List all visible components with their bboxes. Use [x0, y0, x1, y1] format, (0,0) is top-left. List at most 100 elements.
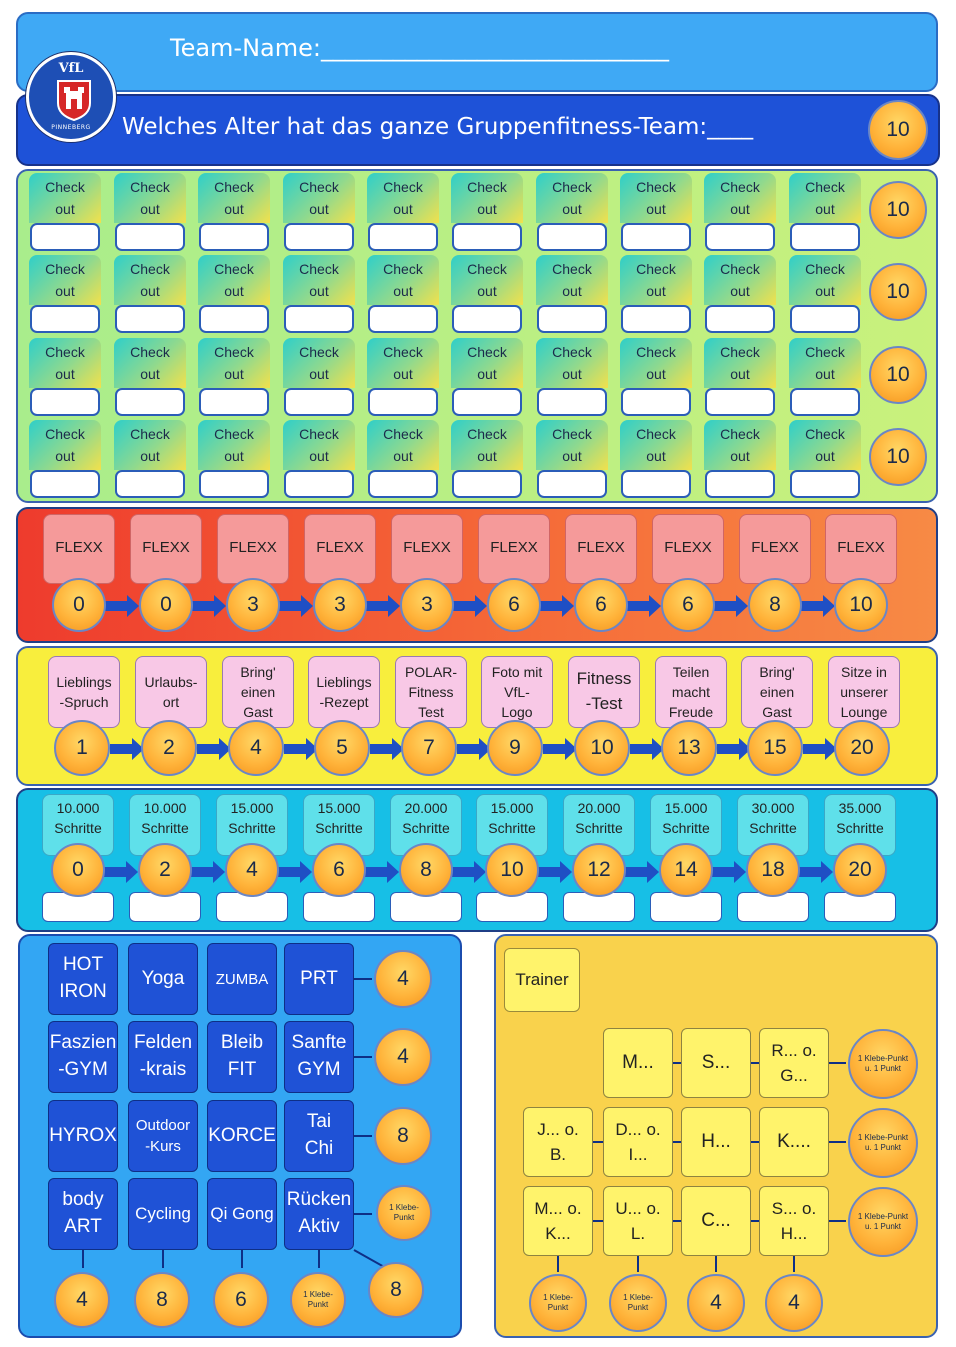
checkout-cell[interactable]: Check out: [704, 255, 776, 333]
checkout-input-box[interactable]: [284, 305, 354, 333]
checkout-input-box[interactable]: [705, 470, 775, 498]
checkout-input-box[interactable]: [199, 223, 269, 251]
checkout-input-box[interactable]: [30, 470, 100, 498]
course-box[interactable]: ZUMBA: [207, 943, 277, 1015]
checkout-input-box[interactable]: [115, 388, 185, 416]
checkout-input-box[interactable]: [284, 223, 354, 251]
checkout-input-box[interactable]: [284, 470, 354, 498]
checkout-cell[interactable]: Check out: [704, 338, 776, 416]
course-box[interactable]: KORCE: [207, 1100, 277, 1172]
trainer-box[interactable]: D... o. I...: [603, 1107, 673, 1177]
checkout-cell[interactable]: Check out: [29, 338, 101, 416]
checkout-cell[interactable]: Check out: [536, 420, 608, 498]
checkout-input-box[interactable]: [115, 470, 185, 498]
course-box[interactable]: Yoga: [128, 943, 198, 1015]
checkout-cell[interactable]: Check out: [789, 173, 861, 251]
checkout-cell[interactable]: Check out: [789, 255, 861, 333]
trainer-box[interactable]: M... o. K...: [523, 1186, 593, 1256]
checkout-cell[interactable]: Check out: [283, 420, 355, 498]
checkout-input-box[interactable]: [537, 388, 607, 416]
checkout-input-box[interactable]: [30, 223, 100, 251]
course-box[interactable]: body ART: [48, 1178, 118, 1250]
checkout-cell[interactable]: Check out: [620, 255, 692, 333]
checkout-cell[interactable]: Check out: [789, 338, 861, 416]
course-box[interactable]: Faszien -GYM: [48, 1021, 118, 1093]
checkout-cell[interactable]: Check out: [198, 173, 270, 251]
checkout-cell[interactable]: Check out: [536, 255, 608, 333]
checkout-cell[interactable]: Check out: [451, 255, 523, 333]
checkout-input-box[interactable]: [199, 470, 269, 498]
trainer-box[interactable]: S...: [681, 1028, 751, 1098]
checkout-cell[interactable]: Check out: [367, 338, 439, 416]
checkout-input-box[interactable]: [452, 388, 522, 416]
course-box[interactable]: PRT: [284, 943, 354, 1015]
checkout-input-box[interactable]: [30, 388, 100, 416]
checkout-cell[interactable]: Check out: [620, 173, 692, 251]
course-box[interactable]: Tai Chi: [284, 1100, 354, 1172]
checkout-cell[interactable]: Check out: [789, 420, 861, 498]
trainer-box[interactable]: R... o. G...: [759, 1028, 829, 1098]
checkout-input-box[interactable]: [790, 388, 860, 416]
checkout-input-box[interactable]: [705, 223, 775, 251]
course-box[interactable]: Qi Gong: [207, 1178, 277, 1250]
course-box[interactable]: HOT IRON: [48, 943, 118, 1015]
checkout-input-box[interactable]: [368, 388, 438, 416]
trainer-box[interactable]: S... o. H...: [759, 1186, 829, 1256]
trainer-box[interactable]: M...: [603, 1028, 673, 1098]
checkout-input-box[interactable]: [790, 223, 860, 251]
course-box[interactable]: Cycling: [128, 1178, 198, 1250]
checkout-input-box[interactable]: [621, 470, 691, 498]
steps-input-box[interactable]: [650, 892, 722, 922]
checkout-cell[interactable]: Check out: [367, 255, 439, 333]
checkout-cell[interactable]: Check out: [367, 173, 439, 251]
checkout-input-box[interactable]: [199, 305, 269, 333]
checkout-input-box[interactable]: [452, 223, 522, 251]
checkout-input-box[interactable]: [368, 305, 438, 333]
checkout-input-box[interactable]: [368, 470, 438, 498]
checkout-input-box[interactable]: [452, 470, 522, 498]
checkout-cell[interactable]: Check out: [198, 338, 270, 416]
trainer-box[interactable]: J... o. B.: [523, 1107, 593, 1177]
checkout-input-box[interactable]: [705, 305, 775, 333]
checkout-cell[interactable]: Check out: [114, 338, 186, 416]
trainer-box[interactable]: U... o. L.: [603, 1186, 673, 1256]
checkout-input-box[interactable]: [199, 388, 269, 416]
checkout-input-box[interactable]: [621, 388, 691, 416]
checkout-input-box[interactable]: [790, 305, 860, 333]
age-question[interactable]: Welches Alter hat das ganze Gruppenfitne…: [122, 114, 754, 140]
checkout-input-box[interactable]: [368, 223, 438, 251]
checkout-cell[interactable]: Check out: [29, 255, 101, 333]
team-name-field[interactable]: Team-Name:_____________________________: [170, 34, 669, 62]
course-box[interactable]: Felden -krais: [128, 1021, 198, 1093]
checkout-cell[interactable]: Check out: [114, 173, 186, 251]
checkout-input-box[interactable]: [621, 223, 691, 251]
checkout-input-box[interactable]: [705, 388, 775, 416]
checkout-cell[interactable]: Check out: [451, 420, 523, 498]
checkout-input-box[interactable]: [537, 223, 607, 251]
steps-input-box[interactable]: [824, 892, 896, 922]
checkout-cell[interactable]: Check out: [367, 420, 439, 498]
trainer-box[interactable]: C...: [681, 1186, 751, 1256]
checkout-cell[interactable]: Check out: [198, 255, 270, 333]
course-box[interactable]: Sanfte GYM: [284, 1021, 354, 1093]
checkout-input-box[interactable]: [115, 305, 185, 333]
course-box[interactable]: Bleib FIT: [207, 1021, 277, 1093]
checkout-cell[interactable]: Check out: [620, 420, 692, 498]
steps-input-box[interactable]: [737, 892, 809, 922]
trainer-box[interactable]: H...: [681, 1107, 751, 1177]
checkout-cell[interactable]: Check out: [620, 338, 692, 416]
checkout-cell[interactable]: Check out: [451, 173, 523, 251]
course-box[interactable]: Outdoor -Kurs: [128, 1100, 198, 1172]
steps-input-box[interactable]: [129, 892, 201, 922]
checkout-cell[interactable]: Check out: [283, 338, 355, 416]
checkout-cell[interactable]: Check out: [704, 420, 776, 498]
checkout-cell[interactable]: Check out: [451, 338, 523, 416]
checkout-cell[interactable]: Check out: [536, 173, 608, 251]
steps-input-box[interactable]: [42, 892, 114, 922]
trainer-box[interactable]: K....: [759, 1107, 829, 1177]
course-box[interactable]: Rücken Aktiv: [284, 1178, 354, 1250]
checkout-input-box[interactable]: [621, 305, 691, 333]
checkout-input-box[interactable]: [790, 470, 860, 498]
checkout-input-box[interactable]: [284, 388, 354, 416]
checkout-cell[interactable]: Check out: [29, 420, 101, 498]
